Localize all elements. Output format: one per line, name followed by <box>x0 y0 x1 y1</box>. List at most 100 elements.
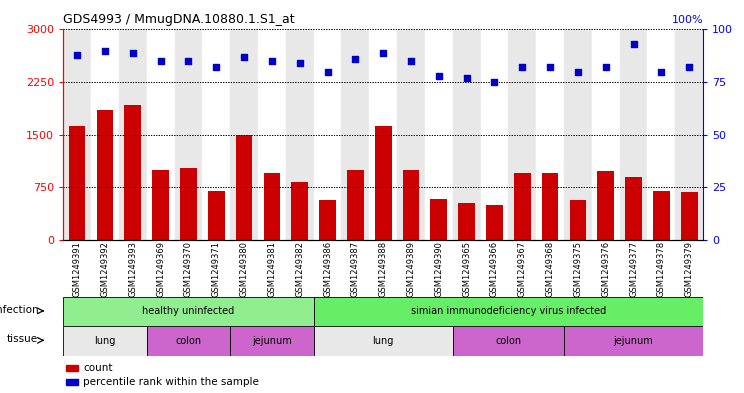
Bar <box>68 126 86 240</box>
Text: jejunum: jejunum <box>252 336 292 346</box>
Bar <box>319 200 336 240</box>
Bar <box>341 29 369 240</box>
Point <box>516 64 528 70</box>
Point <box>211 64 222 70</box>
Bar <box>153 170 169 240</box>
Bar <box>66 379 77 385</box>
Point <box>683 64 695 70</box>
Bar <box>124 105 141 240</box>
Bar <box>676 29 703 240</box>
Bar <box>286 29 314 240</box>
Point <box>655 68 667 75</box>
Bar <box>597 171 614 240</box>
Bar <box>536 29 564 240</box>
Bar <box>319 200 336 240</box>
Bar <box>63 297 314 326</box>
Point <box>155 58 167 64</box>
Bar <box>647 29 676 240</box>
Bar <box>458 203 475 240</box>
Bar <box>347 170 364 240</box>
Bar <box>63 29 91 240</box>
Bar <box>68 126 86 240</box>
Text: infection: infection <box>0 305 38 315</box>
Bar <box>97 110 113 240</box>
Point <box>405 58 417 64</box>
Point <box>377 50 389 56</box>
Bar <box>258 29 286 240</box>
Bar <box>314 297 703 326</box>
Bar <box>653 191 670 240</box>
Bar <box>180 168 196 240</box>
Point <box>182 58 194 64</box>
Bar <box>208 191 225 240</box>
Point <box>544 64 556 70</box>
Text: tissue: tissue <box>7 334 38 344</box>
Bar <box>570 200 586 240</box>
Bar <box>625 176 642 240</box>
Bar <box>625 176 642 240</box>
Bar <box>180 168 196 240</box>
Text: jejunum: jejunum <box>614 336 653 346</box>
Bar <box>230 326 314 356</box>
Bar <box>564 29 591 240</box>
Bar <box>314 326 452 356</box>
Bar <box>153 170 169 240</box>
Bar <box>570 200 586 240</box>
Text: GDS4993 / MmugDNA.10880.1.S1_at: GDS4993 / MmugDNA.10880.1.S1_at <box>63 13 295 26</box>
Text: colon: colon <box>496 336 522 346</box>
Point <box>238 54 250 60</box>
Bar <box>514 173 530 240</box>
Bar <box>486 206 503 240</box>
Point <box>99 47 111 53</box>
Point <box>433 73 445 79</box>
Point <box>350 56 362 62</box>
Text: simian immunodeficiency virus infected: simian immunodeficiency virus infected <box>411 307 606 316</box>
Bar <box>481 29 508 240</box>
Bar <box>452 29 481 240</box>
Bar <box>208 191 225 240</box>
Bar <box>514 173 530 240</box>
Bar <box>597 171 614 240</box>
Point <box>461 75 472 81</box>
Bar <box>425 29 452 240</box>
Text: count: count <box>83 363 113 373</box>
Bar <box>292 182 308 240</box>
Point <box>266 58 278 64</box>
Bar <box>147 326 230 356</box>
Text: percentile rank within the sample: percentile rank within the sample <box>83 377 259 387</box>
Bar <box>508 29 536 240</box>
Bar <box>175 29 202 240</box>
Bar <box>403 170 420 240</box>
Bar <box>458 203 475 240</box>
Point <box>572 68 584 75</box>
Bar <box>66 365 77 371</box>
Bar <box>202 29 230 240</box>
Bar <box>369 29 397 240</box>
Bar <box>653 191 670 240</box>
Bar <box>292 182 308 240</box>
Point <box>321 68 333 75</box>
Bar <box>119 29 147 240</box>
Bar <box>431 199 447 240</box>
Point <box>600 64 612 70</box>
Bar <box>591 29 620 240</box>
Bar <box>263 173 280 240</box>
Bar <box>542 173 559 240</box>
Bar <box>375 126 391 240</box>
Point <box>628 41 640 47</box>
Point <box>126 50 138 56</box>
Bar <box>375 126 391 240</box>
Bar <box>314 29 341 240</box>
Bar <box>681 192 698 240</box>
Point <box>71 51 83 58</box>
Bar <box>452 326 564 356</box>
Text: colon: colon <box>176 336 202 346</box>
Bar <box>681 192 698 240</box>
Text: lung: lung <box>94 336 115 346</box>
Bar <box>347 170 364 240</box>
Bar <box>263 173 280 240</box>
Bar <box>91 29 119 240</box>
Bar <box>236 134 252 240</box>
Text: lung: lung <box>373 336 394 346</box>
Bar <box>147 29 175 240</box>
